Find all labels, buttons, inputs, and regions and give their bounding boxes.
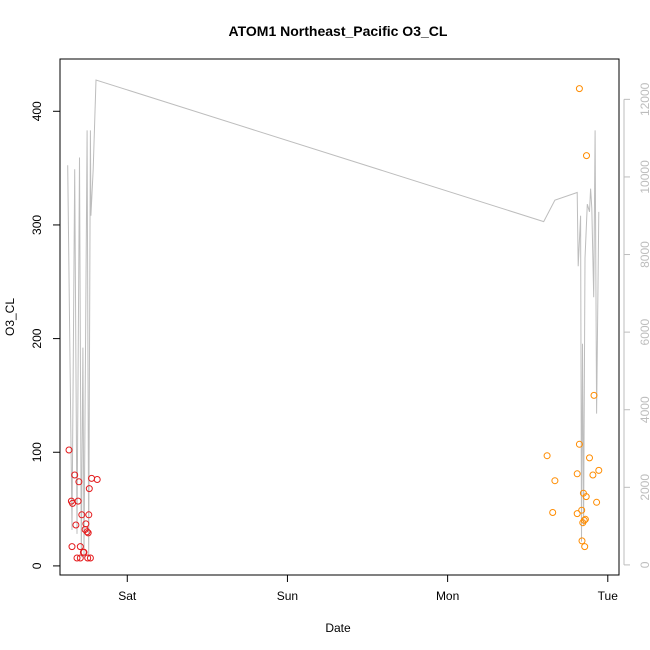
y-tick-label-left: 300: [30, 215, 44, 235]
x-axis-label: Date: [325, 621, 351, 635]
scatter-point: [76, 543, 84, 551]
scatter-point: [72, 521, 80, 529]
line-series-path: [67, 79, 600, 558]
scatter-point: [83, 528, 91, 536]
y-tick-label-right: 12000: [638, 82, 650, 116]
x-axis: Sat Sun Mon Tue: [118, 574, 619, 603]
y-tick-label-left: 400: [30, 101, 44, 121]
y-tick-label-left: 100: [30, 442, 44, 462]
y-tick-label-right: 8000: [638, 241, 650, 268]
y-tick-label-right: 0: [638, 561, 650, 568]
y-axis-left: 0 100 200 300 400: [30, 101, 61, 569]
scatter-point: [580, 516, 588, 524]
scatter-point: [586, 454, 593, 462]
scatter-point: [581, 515, 589, 523]
y-tick-label-left: 0: [30, 562, 44, 569]
scatter-point: [78, 511, 86, 519]
scatter-point: [65, 446, 73, 454]
y-tick-label-right: 4000: [638, 396, 650, 423]
scatter-point: [583, 152, 590, 160]
y-tick-label-right: 10000: [638, 160, 650, 194]
y-tick-label-right: 6000: [638, 318, 650, 345]
chart-title: ATOM1 Northeast_Pacific O3_CL: [229, 23, 448, 39]
x-tick-label: Sun: [277, 589, 298, 603]
scatter-point: [573, 470, 581, 478]
point-series: [65, 85, 603, 562]
scatter-point: [573, 510, 581, 518]
scatter-point: [543, 452, 551, 460]
line-series: [67, 79, 600, 558]
scatter-point: [575, 440, 583, 448]
scatter-point: [551, 477, 559, 485]
scatter-point: [590, 391, 598, 399]
y-tick-label-left: 200: [30, 328, 44, 348]
y-axis-right: 0 2000 4000 6000 8000 10000 12000: [623, 82, 650, 568]
scatter-point: [73, 554, 81, 562]
scatter-point: [581, 543, 589, 551]
scatter-point: [93, 476, 101, 483]
scatter-point: [84, 554, 92, 562]
x-tick-label: Mon: [436, 589, 459, 603]
scatter-point: [75, 478, 83, 486]
scatter-point: [85, 485, 93, 493]
scatter-point: [86, 554, 94, 562]
scatter-point: [593, 498, 601, 506]
scatter-point: [84, 529, 92, 537]
scatter-point: [589, 471, 597, 479]
y-tick-label-right: 2000: [638, 474, 650, 501]
scatter-point: [575, 85, 583, 93]
scatter-point: [578, 506, 586, 514]
scatter-point: [549, 509, 557, 516]
scatter-point: [68, 543, 76, 551]
x-tick-label: Sat: [118, 589, 137, 603]
scatter-point: [76, 554, 84, 562]
y-axis-label: O3_CL: [3, 298, 17, 336]
scatter-point: [80, 548, 88, 556]
scatter-point: [71, 471, 79, 479]
scatter-point: [578, 537, 586, 545]
scatter-point: [582, 493, 590, 501]
x-tick-label: Tue: [598, 589, 619, 603]
scatter-point: [82, 520, 90, 528]
scatter-point: [595, 466, 603, 474]
scatter-point: [85, 511, 93, 519]
scatter-point: [74, 497, 82, 505]
